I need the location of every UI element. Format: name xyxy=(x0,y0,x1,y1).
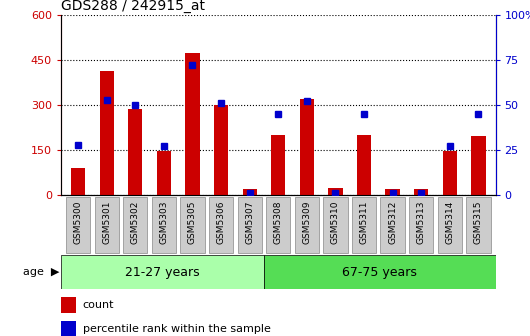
Bar xyxy=(100,71,114,195)
Bar xyxy=(61,297,76,313)
FancyBboxPatch shape xyxy=(94,197,119,253)
Bar xyxy=(61,321,76,336)
Text: GSM5309: GSM5309 xyxy=(302,200,311,244)
Text: GSM5300: GSM5300 xyxy=(74,200,83,244)
FancyBboxPatch shape xyxy=(209,197,233,253)
Text: GSM5306: GSM5306 xyxy=(217,200,226,244)
FancyBboxPatch shape xyxy=(66,197,90,253)
Bar xyxy=(357,135,371,195)
FancyBboxPatch shape xyxy=(323,197,348,253)
FancyBboxPatch shape xyxy=(237,197,262,253)
Bar xyxy=(128,110,143,195)
Text: GSM5311: GSM5311 xyxy=(359,200,368,244)
FancyBboxPatch shape xyxy=(352,197,376,253)
Text: GSM5314: GSM5314 xyxy=(445,200,454,244)
Bar xyxy=(271,135,285,195)
Bar xyxy=(299,99,314,195)
Text: GSM5308: GSM5308 xyxy=(274,200,282,244)
FancyBboxPatch shape xyxy=(438,197,462,253)
Text: 21-27 years: 21-27 years xyxy=(125,266,200,279)
Bar xyxy=(414,190,428,195)
Text: 67-75 years: 67-75 years xyxy=(342,266,417,279)
FancyBboxPatch shape xyxy=(295,197,319,253)
FancyBboxPatch shape xyxy=(264,255,496,289)
Text: GSM5302: GSM5302 xyxy=(131,200,140,244)
Text: GSM5301: GSM5301 xyxy=(102,200,111,244)
FancyBboxPatch shape xyxy=(466,197,491,253)
Text: GSM5305: GSM5305 xyxy=(188,200,197,244)
FancyBboxPatch shape xyxy=(381,197,405,253)
Text: GSM5303: GSM5303 xyxy=(160,200,169,244)
Bar xyxy=(214,105,228,195)
Text: GDS288 / 242915_at: GDS288 / 242915_at xyxy=(61,0,205,13)
Text: count: count xyxy=(83,300,114,310)
Bar xyxy=(157,151,171,195)
FancyBboxPatch shape xyxy=(123,197,147,253)
FancyBboxPatch shape xyxy=(409,197,434,253)
Bar xyxy=(471,136,485,195)
FancyBboxPatch shape xyxy=(152,197,176,253)
Text: percentile rank within the sample: percentile rank within the sample xyxy=(83,324,270,334)
Text: GSM5315: GSM5315 xyxy=(474,200,483,244)
FancyBboxPatch shape xyxy=(266,197,290,253)
FancyBboxPatch shape xyxy=(180,197,205,253)
Text: GSM5307: GSM5307 xyxy=(245,200,254,244)
Bar xyxy=(328,188,342,195)
Text: GSM5310: GSM5310 xyxy=(331,200,340,244)
Bar xyxy=(443,152,457,195)
Text: age  ▶: age ▶ xyxy=(23,267,59,277)
Bar xyxy=(71,168,85,195)
Bar xyxy=(385,190,400,195)
Bar xyxy=(243,190,257,195)
Text: GSM5312: GSM5312 xyxy=(388,200,397,244)
Text: GSM5313: GSM5313 xyxy=(417,200,426,244)
FancyBboxPatch shape xyxy=(61,255,264,289)
Bar xyxy=(186,52,200,195)
